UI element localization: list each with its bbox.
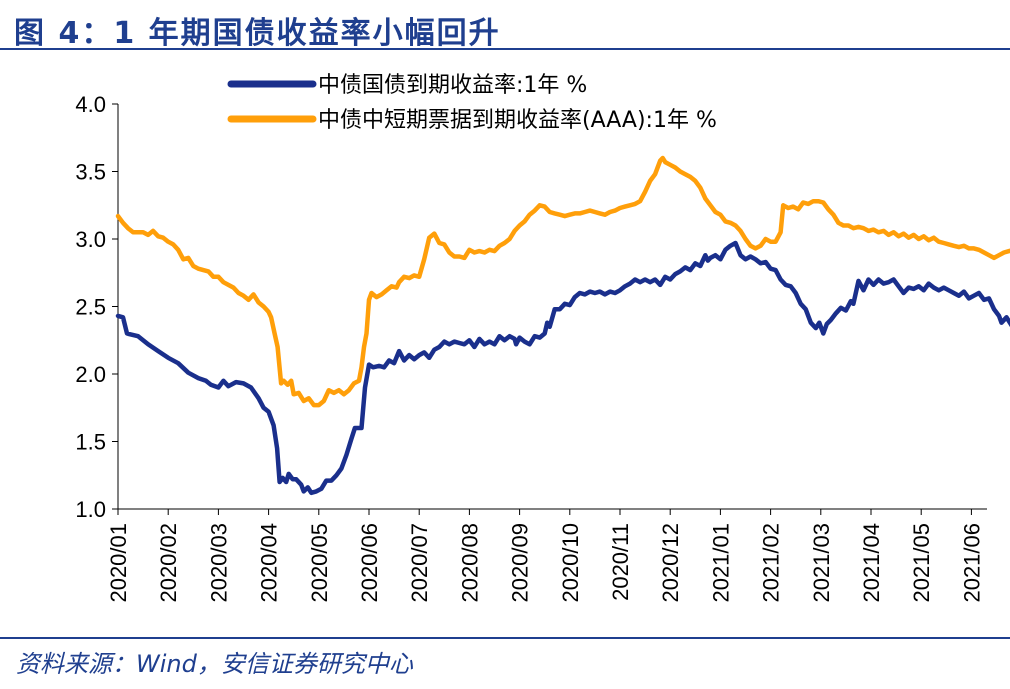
x-tick-label: 2020/10 — [558, 523, 583, 603]
x-tick-label: 2020/03 — [206, 523, 231, 603]
x-tick-label: 2020/11 — [608, 523, 633, 601]
x-tick-label: 2021/03 — [809, 523, 834, 603]
y-tick-label: 2.0 — [75, 362, 106, 387]
y-tick-label: 2.5 — [75, 295, 106, 320]
x-tick-label: 2020/08 — [457, 523, 482, 603]
x-tick-label: 2020/06 — [357, 523, 382, 603]
x-tick-label: 2020/09 — [508, 523, 533, 603]
x-tick-label: 2020/07 — [407, 523, 432, 603]
x-tick-label: 2020/05 — [307, 523, 332, 603]
axes: 1.0 1.5 2.0 2.5 3.0 3.5 4.0 2020/01 2020/02 2020/… — [75, 92, 987, 603]
x-tick-label: 2021/06 — [959, 523, 984, 603]
y-tick-label: 1.5 — [75, 430, 106, 455]
legend: 中债国债到期收益率:1年 % 中债中短期票据到期收益率(AAA):1年 % — [227, 73, 717, 133]
source-note: 资料来源：Wind，安信证券研究中心 — [16, 650, 413, 678]
y-tick-label: 3.5 — [75, 160, 106, 185]
x-tick-label: 2021/04 — [859, 523, 884, 603]
line-chart: 1.0 1.5 2.0 2.5 3.0 3.5 4.0 2020/01 2020/02 2020/… — [75, 73, 1010, 603]
x-tick-label: 2020/04 — [257, 523, 282, 603]
y-tick-label: 3.0 — [75, 227, 106, 252]
x-tick-label: 2020/01 — [106, 523, 131, 603]
legend-label-note-aaa: 中债中短期票据到期收益率(AAA):1年 % — [318, 108, 717, 133]
legend-label-treasury: 中债国债到期收益率:1年 % — [318, 73, 587, 98]
x-tick-label: 2020/12 — [658, 523, 683, 603]
series-lines — [115, 155, 1010, 496]
series-line-note-aaa — [115, 155, 1010, 408]
series-line-treasury — [115, 240, 1010, 496]
y-tick-label: 1.0 — [75, 497, 106, 522]
source-rule — [0, 637, 1010, 639]
x-tick-label: 2021/02 — [759, 523, 784, 603]
figure-title: 图 4：1 年期国债收益率小幅回升 — [14, 16, 501, 51]
y-tick-label: 4.0 — [75, 92, 106, 117]
x-tick-label: 2020/02 — [156, 523, 181, 603]
title-rule — [0, 48, 1010, 50]
x-tick-label: 2021/05 — [909, 523, 934, 603]
x-tick-label: 2021/01 — [708, 523, 733, 603]
